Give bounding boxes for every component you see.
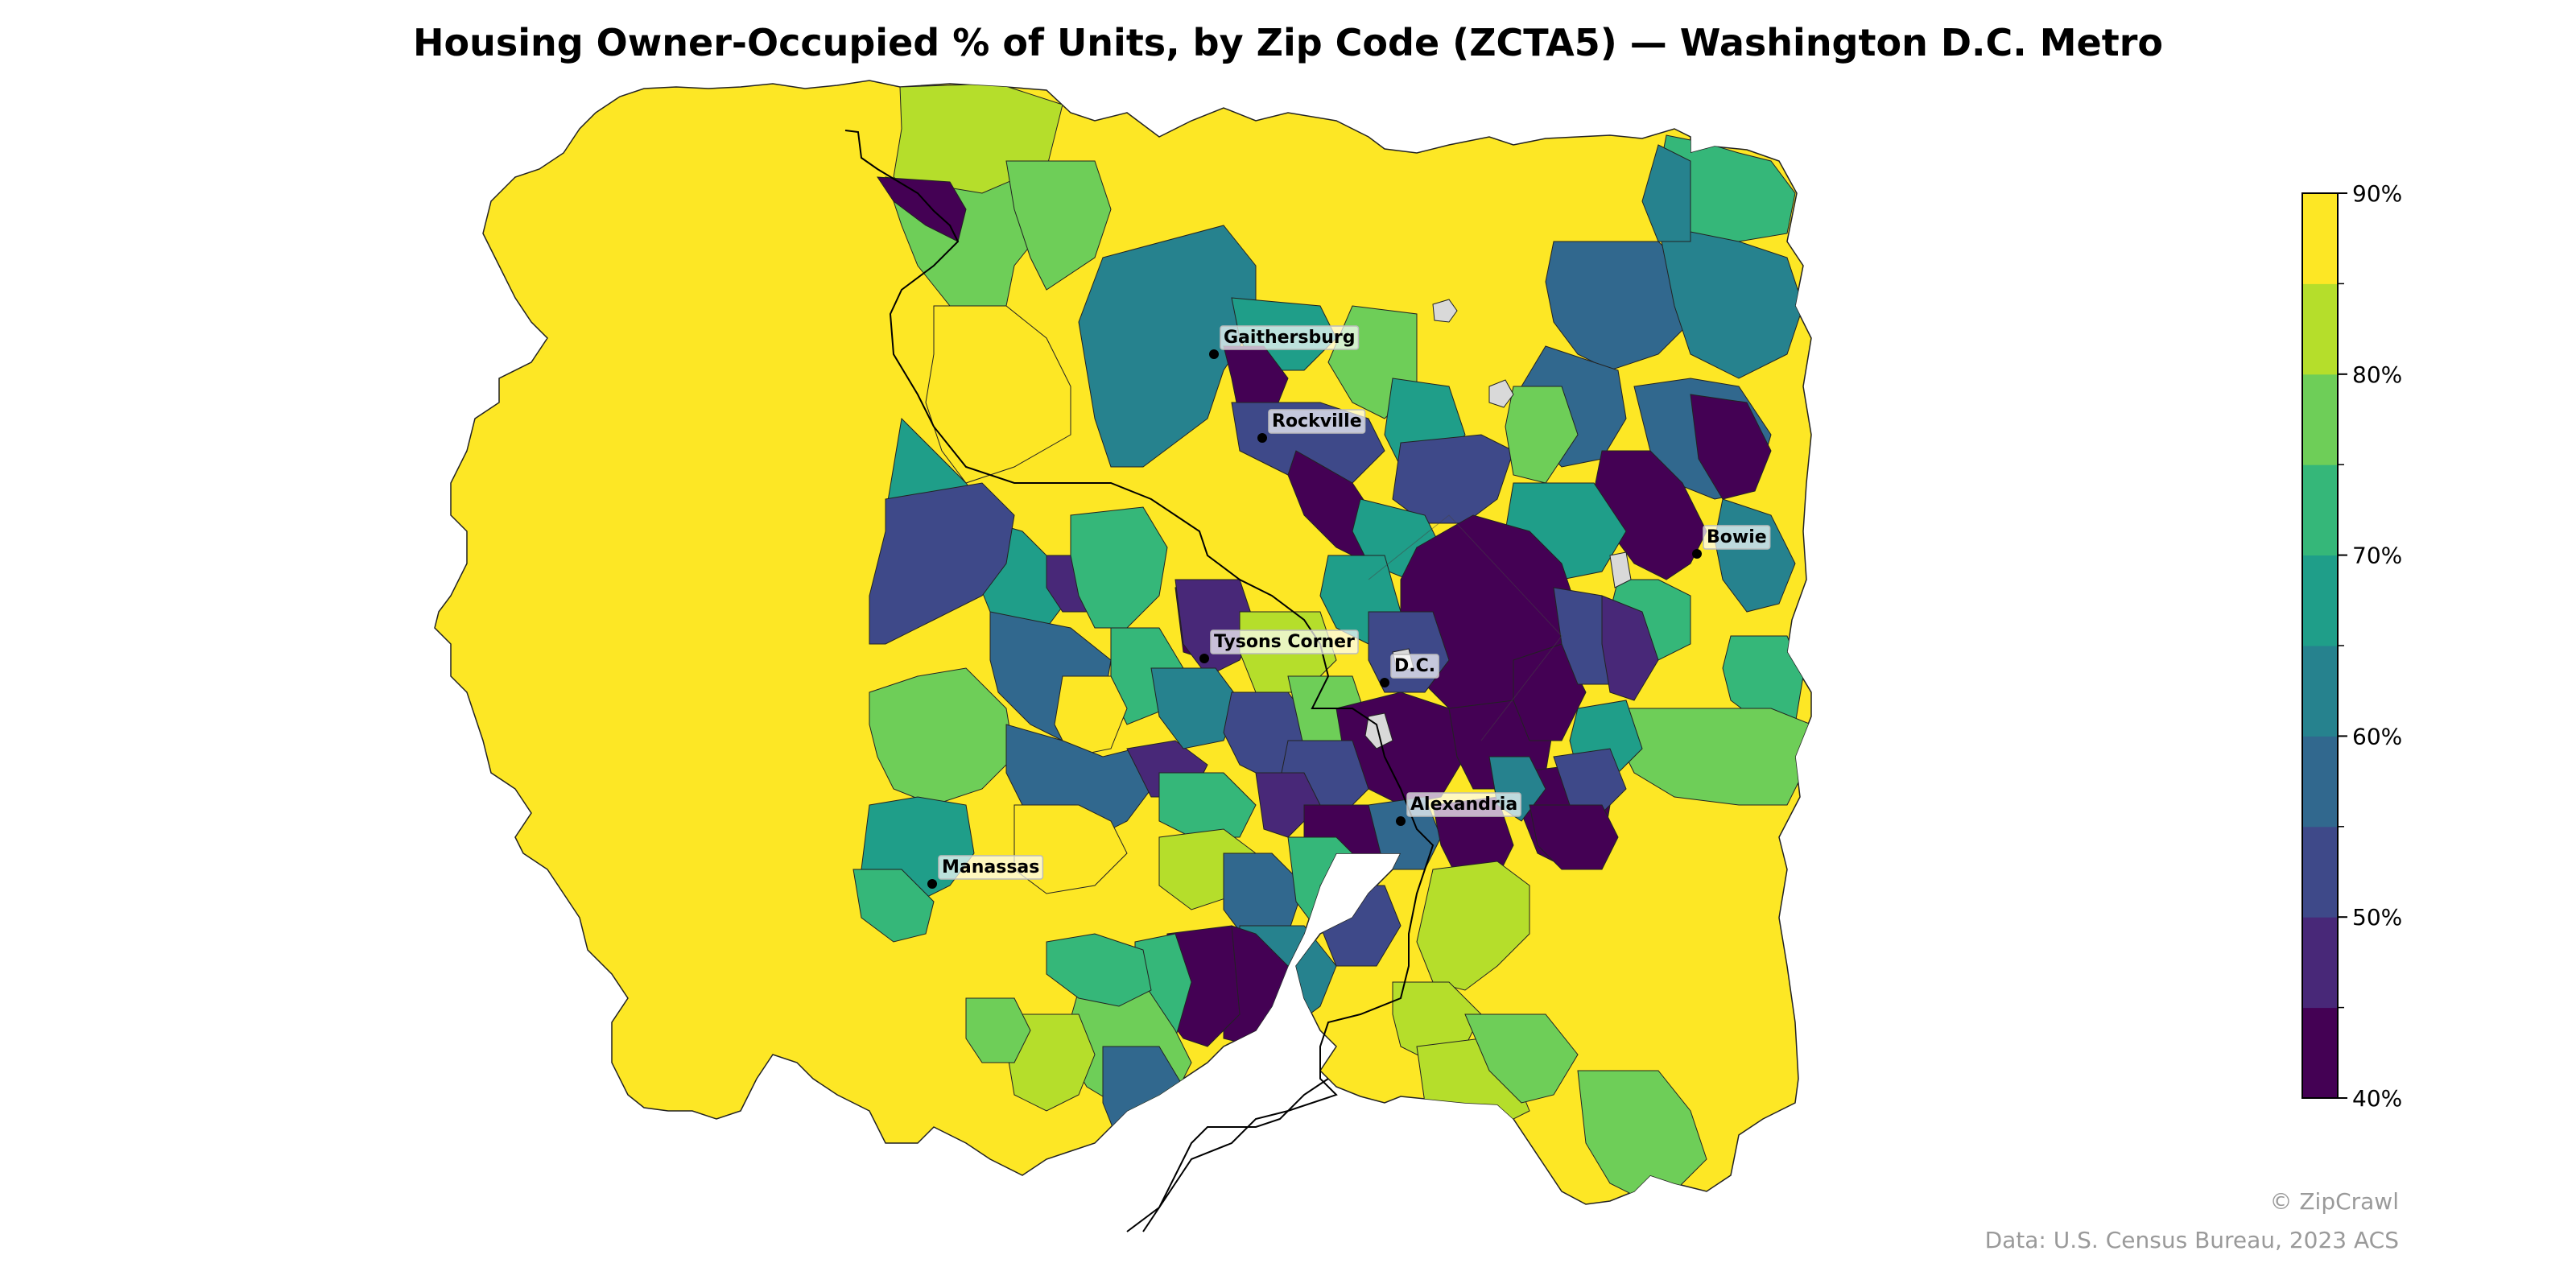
zip-region (1158, 772, 1257, 838)
colorbar: 40% 50% 60% 70% 80% 90% (2301, 180, 2402, 1112)
colorbar-segment (2302, 1007, 2338, 1099)
city-label: D.C. (1394, 656, 1435, 676)
zip-region (1553, 748, 1627, 814)
city-label-background (1390, 654, 1439, 679)
city-label-background (1210, 630, 1359, 654)
colorbar-tick-label: 90% (2352, 180, 2402, 207)
zip-region (1150, 667, 1241, 749)
dc-boundary (1368, 514, 1563, 741)
colorbar-tick-label: 60% (2352, 723, 2402, 749)
colorbar-tick-label: 40% (2352, 1085, 2402, 1112)
colorbar-tick-label: 80% (2352, 361, 2402, 388)
city-marker-alexandria: Alexandria (1396, 792, 1521, 826)
colorbar-tick-label: 70% (2352, 543, 2402, 569)
colorbar-segment (2302, 646, 2338, 737)
city-dot (1692, 549, 1702, 559)
choropleth-map (434, 80, 1812, 1232)
page-title: Housing Owner-Occupied % of Units, by Zi… (412, 21, 2164, 64)
river-bank (1126, 1078, 1329, 1232)
colorbar-segment (2302, 917, 2338, 1009)
zip-region (1078, 225, 1257, 468)
zip-region (1641, 144, 1691, 242)
city-label: Rockville (1272, 411, 1362, 431)
zip-region (1046, 933, 1152, 1007)
city-label: Bowie (1707, 527, 1767, 547)
zip-region (1529, 804, 1619, 870)
city-dot (1257, 433, 1267, 443)
city-markers: Gaithersburg Rockville Bowie Tysons Corner D… (927, 325, 1771, 889)
colorbar-segment (2302, 555, 2338, 646)
city-marker-bowie: Bowie (1692, 525, 1771, 559)
city-label-background (1220, 325, 1360, 350)
city-label: Tysons Corner (1214, 632, 1355, 652)
no-data-region (1488, 379, 1514, 408)
credit-text: © ZipCrawl (2269, 1188, 2399, 1215)
zip-region (1690, 394, 1772, 500)
city-label-background (1703, 525, 1771, 550)
city-label: Manassas (942, 857, 1039, 877)
colorbar-segment (2302, 193, 2338, 284)
city-label-background (1406, 792, 1521, 817)
colorbar-segment (2302, 464, 2338, 556)
city-label: Gaithersburg (1224, 328, 1356, 348)
city-marker-d-c: D.C. (1380, 654, 1439, 687)
city-label-background (1268, 409, 1366, 434)
no-data-region (1432, 299, 1458, 323)
zip-region (925, 305, 1071, 484)
city-dot (1396, 816, 1406, 826)
city-marker-tysons-corner: Tysons Corner (1199, 630, 1359, 663)
no-data-region (1609, 551, 1632, 588)
zip-region (1657, 225, 1804, 379)
colorbar-segment (2302, 283, 2338, 375)
source-text: Data: U.S. Census Bureau, 2023 ACS (1984, 1227, 2399, 1253)
city-marker-gaithersburg: Gaithersburg (1209, 325, 1360, 359)
colorbar-segment (2302, 826, 2338, 918)
zip-region (852, 869, 935, 943)
colorbar-segment (2302, 374, 2338, 465)
colorbar-tick-label: 50% (2352, 904, 2402, 931)
zip-region (1464, 1013, 1579, 1104)
city-dot (1380, 678, 1389, 687)
city-dot (1199, 654, 1209, 663)
zip-region (965, 997, 1031, 1063)
city-marker-rockville: Rockville (1257, 409, 1366, 443)
zip-region (869, 667, 1015, 806)
colorbar-segment (2302, 736, 2338, 828)
zip-region (1601, 595, 1659, 701)
city-dot (927, 879, 937, 889)
city-label: Alexandria (1410, 795, 1517, 815)
city-dot (1209, 349, 1219, 359)
zip-region (1054, 675, 1128, 758)
zip-region (869, 482, 1015, 645)
zip-region (1416, 861, 1530, 991)
city-label-background (938, 855, 1044, 880)
city-marker-manassas: Manassas (927, 855, 1044, 889)
zip-region (1005, 160, 1112, 291)
zip-region (1392, 434, 1514, 524)
